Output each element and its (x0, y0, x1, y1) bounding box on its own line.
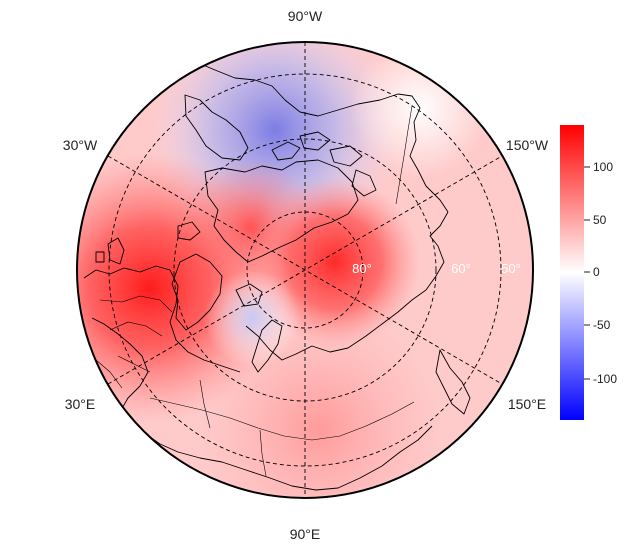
colorbar-label-minus-100: -100 (593, 372, 617, 386)
longitude-label-30w: 30°W (63, 137, 98, 153)
longitude-label-150w: 150°W (506, 137, 549, 153)
latitude-label-60: 60° (451, 261, 471, 276)
coast-bering-strait (425, 211, 449, 291)
colorbar: 100 50 0 -50 -100 (560, 125, 617, 420)
coast-iceland (177, 221, 201, 241)
coast-central-asia (159, 425, 433, 491)
longitude-label-30e: 30°E (65, 396, 96, 412)
coast-siberia (245, 289, 427, 361)
coast-north-america (195, 61, 449, 213)
latitude-label-80: 80° (352, 261, 372, 276)
colorbar-label-minus-50: -50 (593, 318, 611, 332)
longitude-label-90e: 90°E (290, 526, 321, 542)
latitude-circle-80 (246, 211, 364, 329)
coast-canadian-archipelago (271, 131, 377, 197)
colorbar-label-0: 0 (593, 265, 600, 279)
latitude-label-50: 50° (501, 261, 521, 276)
coast-greenland (204, 159, 359, 263)
colorbar-gradient (560, 125, 584, 420)
country-borders (95, 105, 415, 477)
coast-novaya-zemlya (251, 319, 283, 373)
meridian-30e-150w (107, 155, 503, 385)
coast-svalbard (235, 283, 263, 307)
graticule (107, 42, 503, 498)
coast-kamchatka (435, 349, 471, 415)
longitude-label-90w: 90°W (288, 8, 323, 24)
map-boundary (76, 41, 534, 499)
longitude-label-150e: 150°E (508, 396, 546, 412)
colorbar-label-100: 100 (593, 160, 613, 174)
latitude-circle-60 (108, 73, 502, 467)
colorbar-label-50: 50 (593, 213, 607, 227)
coast-british-isles (95, 237, 125, 265)
coast-europe (83, 265, 241, 373)
